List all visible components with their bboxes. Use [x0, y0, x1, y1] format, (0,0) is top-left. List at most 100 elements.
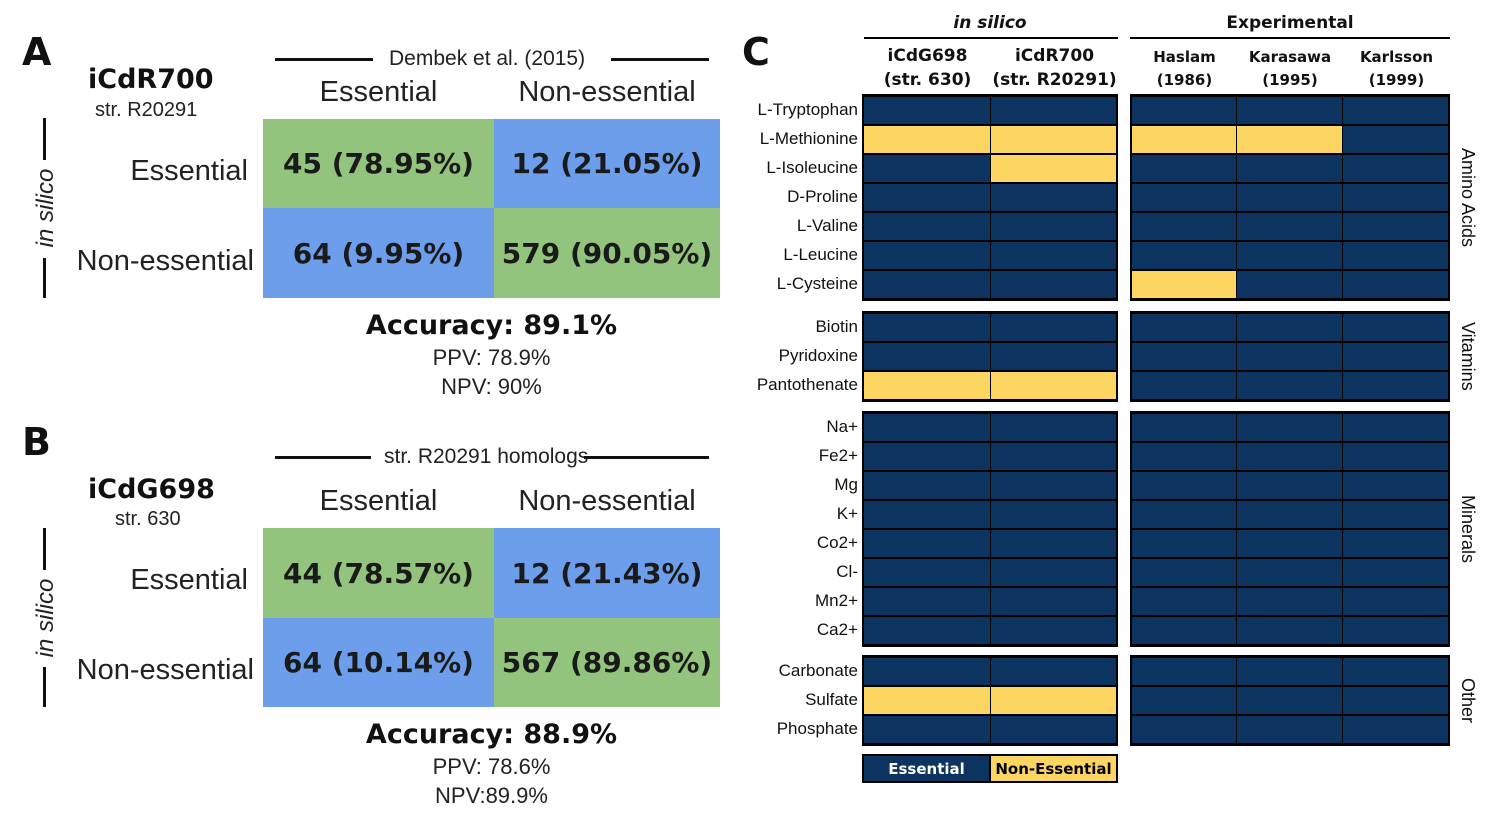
heatmap-cell [1131, 587, 1237, 616]
panel-c-row-label: L-Leucine [783, 245, 858, 264]
panel-c-row-label: Ca2+ [816, 620, 858, 639]
heatmap-cell [1236, 686, 1343, 715]
panel-c-col-experimental-year: (1995) [1262, 71, 1318, 89]
panel-b-col-essential: Essential [319, 485, 438, 517]
heatmap-cell [863, 500, 991, 529]
heatmap-cell [1236, 529, 1343, 558]
panel-a-side-bar-bottom [43, 258, 46, 298]
panel-b-strain: str. 630 [115, 508, 181, 530]
heatmap-cell [1342, 154, 1450, 183]
heatmap-cell [1342, 715, 1450, 744]
panel-a-model-name: iCdR700 [88, 64, 214, 95]
panel-c-col-insilico-name: iCdG698 [887, 46, 968, 66]
panel-c-group-experimental-line [1130, 37, 1450, 39]
panel-c-row-label: Sulfate [805, 690, 858, 709]
legend-non-essential: Non-Essential [989, 754, 1118, 783]
heatmap-cell [1131, 442, 1237, 471]
heatmap-cell [990, 471, 1118, 500]
panel-b-reference-line-right [584, 456, 709, 459]
panel-c-row-label: Pyridoxine [778, 346, 858, 365]
heatmap-cell [1131, 125, 1237, 154]
heatmap-cell [1131, 342, 1237, 371]
panel-c-row-label: L-Tryptophan [757, 100, 858, 119]
panel-c-col-insilico-strain: (str. 630) [883, 70, 972, 90]
panel-a-row-nonessential: Non-essential [76, 245, 254, 277]
heatmap-cell [1131, 558, 1237, 587]
panel-a-row-essential: Essential [130, 155, 248, 187]
panel-b-cell-false-positive: 12 (21.43%) [494, 528, 720, 618]
panel-b-side-bar-bottom [43, 667, 46, 707]
heatmap-cell [863, 212, 991, 241]
heatmap-cell [863, 657, 991, 686]
heatmap-cell [990, 241, 1118, 270]
panel-a-reference-line-right [611, 58, 709, 61]
panel-c-row-label: Cl- [836, 562, 858, 581]
panel-c-col-insilico-0: iCdG698 (str. 630) [864, 44, 991, 92]
panel-c-row-label: L-Isoleucine [766, 158, 858, 177]
heatmap-cell [1342, 183, 1450, 212]
heatmap-cell [990, 371, 1118, 400]
heatmap-cell [1342, 587, 1450, 616]
heatmap-cell [863, 471, 991, 500]
panel-b-ppv: PPV: 78.6% [432, 754, 551, 779]
panel-a-reference-line-left [275, 58, 373, 61]
panel-b-side-bar-top [43, 528, 46, 570]
heatmap-cell [863, 183, 991, 212]
heatmap-cell [1342, 616, 1450, 645]
panel-c-col-insilico-1: iCdR700 (str. R20291) [991, 44, 1118, 92]
panel-b-cell-true-positive: 44 (78.57%) [263, 528, 494, 618]
panel-c-row-label: L-Valine [796, 216, 858, 235]
panel-c-row-label: Mn2+ [815, 591, 858, 610]
heatmap-cell [1131, 413, 1237, 442]
panel-a-reference: Dembek et al. (2015) [389, 47, 586, 70]
heatmap-cell [1131, 154, 1237, 183]
panel-a-accuracy: Accuracy: 89.1% [365, 310, 618, 341]
heatmap-cell [1131, 500, 1237, 529]
heatmap-cell [1342, 342, 1450, 371]
heatmap-cell [1131, 270, 1237, 299]
panel-b-letter: B [22, 420, 51, 464]
panel-c-row-label: Mg [834, 475, 858, 494]
panel-b-cell-true-negative: 567 (89.86%) [494, 618, 720, 707]
heatmap-cell [1131, 616, 1237, 645]
panel-c-col-experimental-1: Karasawa (1995) [1237, 46, 1343, 92]
panel-a-cell-true-negative: 579 (90.05%) [494, 208, 720, 298]
panel-a-letter: A [22, 30, 52, 74]
heatmap-cell [1131, 715, 1237, 744]
heatmap-cell [863, 686, 991, 715]
panel-c-row-label: L-Cysteine [776, 274, 858, 293]
panel-b-npv: NPV:89.9% [435, 783, 548, 808]
panel-c-row-label: Co2+ [816, 533, 858, 552]
heatmap-cell [1236, 471, 1343, 500]
panel-c-group-label: Other [1458, 678, 1478, 724]
heatmap-cell [863, 442, 991, 471]
panel-c-group-label: Vitamins [1458, 322, 1478, 391]
heatmap-cell [1342, 442, 1450, 471]
heatmap-cell [1131, 471, 1237, 500]
heatmap-cell [863, 313, 991, 342]
panel-c-row-label: K+ [836, 504, 858, 523]
heatmap-cell [990, 342, 1118, 371]
heatmap-cell [863, 558, 991, 587]
panel-c-group-insilico-line [864, 37, 1118, 39]
heatmap-cell [863, 342, 991, 371]
panel-c-group-label: Amino Acids [1458, 148, 1478, 248]
panel-a-npv: NPV: 90% [441, 374, 542, 399]
heatmap-cell [990, 154, 1118, 183]
legend-essential: Essential [862, 754, 991, 783]
heatmap-cell [1236, 413, 1343, 442]
panel-b-row-nonessential: Non-essential [76, 654, 254, 686]
heatmap-cell [1131, 686, 1237, 715]
heatmap-cell [863, 270, 991, 299]
panel-c-group-insilico: in silico [953, 13, 1027, 33]
panel-a-cell-true-positive: 45 (78.95%) [263, 119, 494, 208]
heatmap-cell [863, 125, 991, 154]
heatmap-cell [990, 500, 1118, 529]
heatmap-cell [1236, 96, 1343, 125]
panel-c-row-label: L-Methionine [759, 129, 858, 148]
heatmap-cell [990, 413, 1118, 442]
panel-c-col-experimental-year: (1986) [1156, 71, 1213, 89]
heatmap-cell [990, 270, 1118, 299]
heatmap-cell [1131, 529, 1237, 558]
panel-a-strain: str. R20291 [95, 99, 198, 121]
